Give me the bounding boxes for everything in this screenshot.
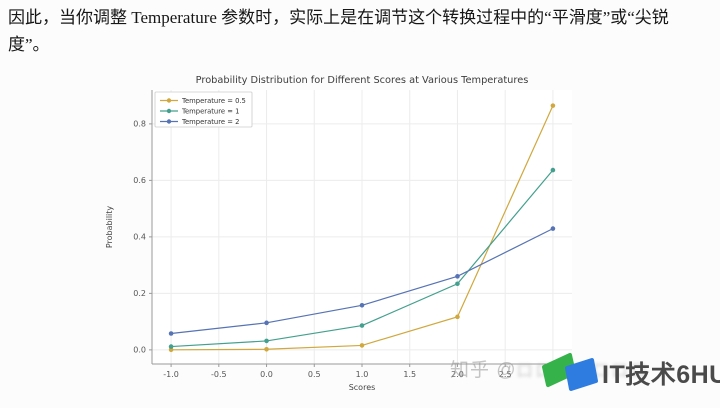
y-tick-label: 0.2 — [133, 289, 146, 298]
x-tick-label: 0.0 — [260, 370, 273, 379]
legend-label: Temperature = 0.5 — [181, 97, 246, 105]
chart-canvas: -1.0-0.50.00.51.01.52.02.53.00.00.20.40.… — [105, 75, 572, 392]
x-tick-label: 0.5 — [308, 370, 321, 379]
y-axis-label: Probability — [105, 206, 114, 249]
paragraph-line-2: 度”。 — [8, 35, 50, 54]
x-tick-label: -1.0 — [163, 370, 179, 379]
legend-marker — [166, 108, 172, 114]
chart-title: Probability Distribution for Different S… — [196, 75, 529, 86]
y-tick-label: 0.4 — [133, 233, 146, 242]
data-point-marker — [264, 338, 269, 344]
data-point-marker — [168, 347, 174, 353]
probability-distribution-chart: -1.0-0.50.00.51.01.52.02.53.00.00.20.40.… — [100, 68, 612, 406]
y-tick-label: 0.0 — [133, 346, 146, 355]
data-point-marker — [359, 323, 365, 328]
data-point-marker — [168, 344, 174, 349]
x-tick-label: 1.5 — [403, 370, 416, 379]
x-tick-label: 2.5 — [499, 370, 512, 379]
intro-paragraph: 因此，当你调整 Temperature 参数时，实际上是在调节这个转换过程中的“… — [8, 4, 714, 58]
book-flag-icon — [542, 353, 598, 391]
data-point-marker — [550, 167, 556, 173]
data-point-marker — [550, 226, 556, 231]
legend-marker — [166, 98, 172, 103]
legend-box — [154, 91, 253, 128]
y-tick-label: 0.8 — [133, 120, 146, 129]
data-point-marker — [455, 281, 460, 287]
data-point-marker — [359, 343, 365, 348]
data-point-marker — [264, 320, 269, 326]
legend-label: Temperature = 2 — [181, 118, 239, 126]
y-tick-label: 0.6 — [133, 176, 146, 185]
data-point-marker — [550, 103, 556, 108]
data-point-marker — [455, 314, 460, 320]
legend-marker — [166, 119, 172, 124]
data-point-marker — [168, 331, 174, 336]
zhihu-watermark-prefix: 知乎 @ — [450, 360, 517, 381]
legend-label: Temperature = 1 — [181, 107, 239, 115]
data-point-marker — [264, 346, 269, 352]
data-point-marker — [359, 303, 365, 308]
x-axis-label: Scores — [349, 383, 376, 392]
x-tick-label: 2.0 — [451, 370, 464, 379]
data-point-marker — [455, 274, 460, 279]
paragraph-line-1: 因此，当你调整 Temperature 参数时，实际上是在调节这个转换过程中的“… — [8, 8, 669, 27]
site-logo-text: IT技术6HU — [602, 361, 720, 389]
site-logo-watermark: IT技术6HU — [540, 350, 720, 396]
x-tick-label: -0.5 — [211, 370, 227, 379]
logo-blue-shape — [565, 358, 598, 391]
x-tick-label: 1.0 — [356, 370, 369, 379]
